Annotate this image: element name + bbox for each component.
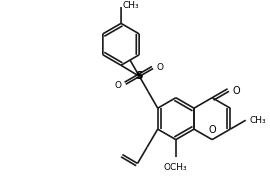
Text: O: O (208, 125, 216, 135)
Text: OCH₃: OCH₃ (163, 163, 187, 172)
Text: O: O (115, 81, 122, 90)
Text: O: O (157, 63, 164, 72)
Text: S: S (136, 71, 143, 81)
Text: CH₃: CH₃ (249, 116, 266, 125)
Text: CH₃: CH₃ (123, 1, 140, 10)
Text: O: O (232, 86, 240, 96)
